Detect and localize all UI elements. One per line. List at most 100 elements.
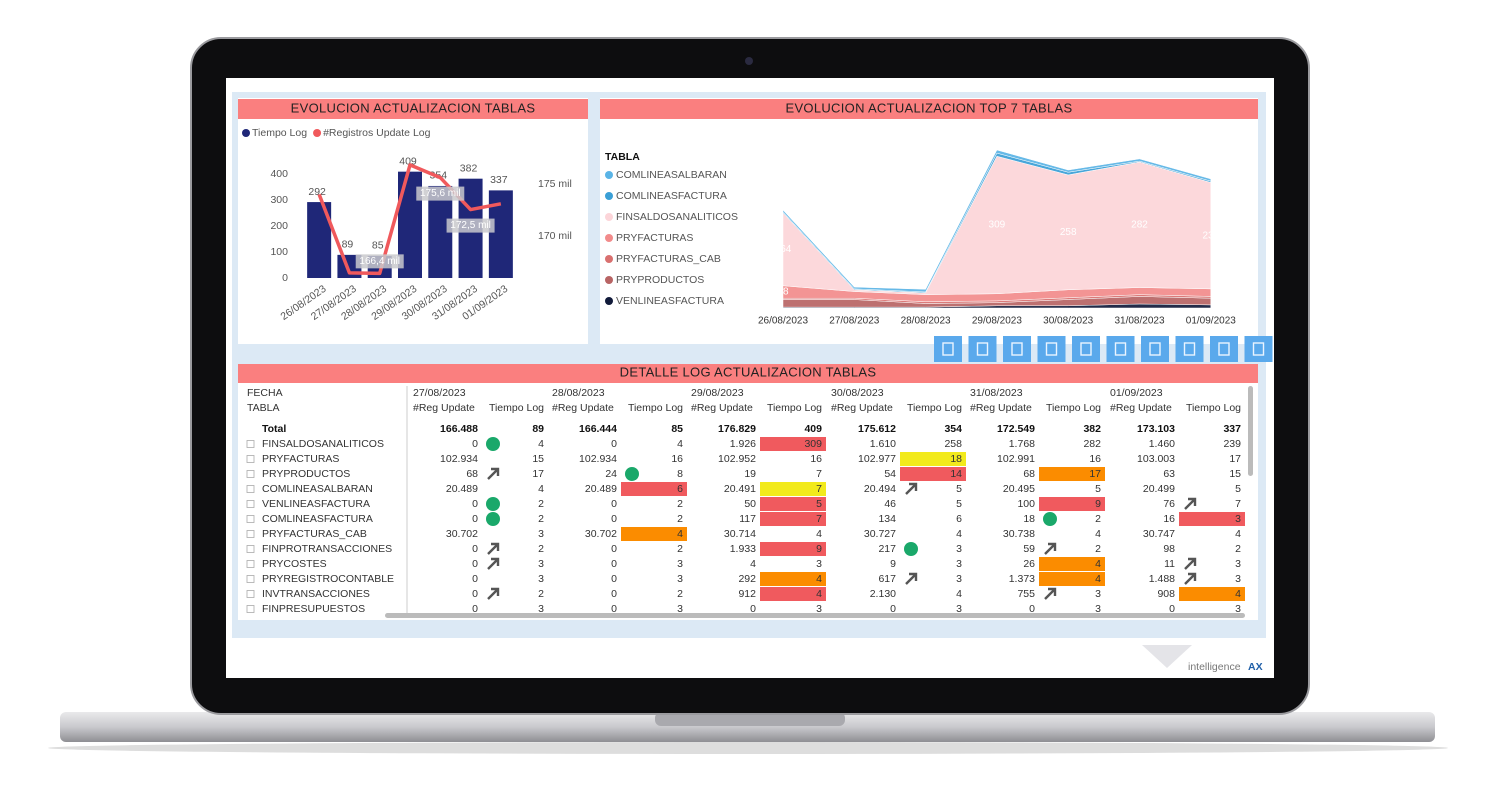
trend-icon: [1184, 497, 1197, 510]
cell: 68: [466, 468, 478, 480]
expand-toggle[interactable]: [246, 545, 255, 553]
trend-icon: [487, 557, 500, 570]
row-name: FINSALDOSANALITICOS: [262, 438, 384, 450]
cell: 9: [1095, 498, 1101, 510]
toolbar-button[interactable]: [1175, 336, 1204, 362]
cell: 1.768: [1009, 438, 1035, 450]
row-name: PRYPRODUCTOS: [262, 468, 350, 480]
cell: 59: [1023, 543, 1035, 555]
cell: 5: [1235, 483, 1241, 495]
toolbar-button[interactable]: [1244, 336, 1273, 362]
cell-highlight: [1039, 467, 1105, 481]
trend-icon: [905, 482, 918, 495]
expand-toggle[interactable]: [246, 515, 255, 523]
cell: 4: [1095, 528, 1101, 540]
cell: 19: [744, 468, 756, 480]
cell: 30.714: [724, 528, 756, 540]
bar: [488, 190, 513, 278]
toolbar-button[interactable]: [1003, 336, 1031, 362]
y-tick-label: 0: [282, 272, 288, 284]
date-header: 01/09/2023: [1110, 387, 1163, 399]
cell: 337: [1223, 423, 1241, 435]
legend-marker: [605, 255, 613, 263]
toolbar-button[interactable]: [1210, 336, 1238, 362]
cell: 0: [472, 588, 478, 600]
legend-label: COMLINEASFACTURA: [616, 190, 727, 202]
toolbar-button[interactable]: [1037, 336, 1066, 362]
cell: 17: [1089, 468, 1101, 480]
expand-toggle[interactable]: [246, 455, 255, 463]
legend-marker: [605, 276, 613, 284]
date-header: 30/08/2023: [831, 387, 884, 399]
data-label: 89: [342, 239, 354, 251]
expand-toggle[interactable]: [246, 470, 255, 478]
cell: 258: [944, 438, 962, 450]
cell-highlight: [621, 482, 687, 496]
cell: 4: [816, 528, 822, 540]
measure-header: Tiempo Log: [628, 402, 683, 414]
data-label: 382: [460, 162, 478, 174]
cell-highlight: [760, 437, 826, 451]
vertical-scrollbar[interactable]: [1248, 386, 1253, 476]
horizontal-scrollbar[interactable]: [385, 613, 1245, 618]
cell-highlight: [621, 527, 687, 541]
measure-header: #Reg Update: [413, 402, 475, 414]
y-tick-label: 400: [270, 168, 288, 180]
cell: 617: [878, 573, 896, 585]
cell: 16: [1089, 453, 1101, 465]
measure-header: Tiempo Log: [767, 402, 822, 414]
y-tick-label: 100: [270, 246, 288, 258]
value-label-box: [416, 186, 465, 201]
cell: 20.495: [1003, 483, 1035, 495]
title-bar: [238, 364, 1258, 383]
trend-icon: [1184, 572, 1197, 585]
row-name: INVTRANSACCIONES: [262, 588, 370, 600]
cell: 3: [1095, 588, 1101, 600]
cell: 175.612: [858, 423, 896, 435]
toolbar-glyph: [1080, 342, 1092, 356]
row-name: PRYFACTURAS: [262, 453, 339, 465]
expand-toggle[interactable]: [246, 590, 255, 598]
cell: 18: [950, 453, 962, 465]
row-name: FINPRESUPUESTOS: [262, 603, 365, 615]
legend-marker: [605, 234, 613, 242]
cell: 755: [1017, 588, 1035, 600]
data-label: 282: [1131, 219, 1148, 230]
expand-toggle[interactable]: [246, 440, 255, 448]
expand-toggle[interactable]: [246, 575, 255, 583]
cell: 2: [677, 498, 683, 510]
cell: 3: [1235, 603, 1241, 615]
expand-toggle[interactable]: [246, 485, 255, 493]
expand-toggle[interactable]: [246, 530, 255, 538]
toolbar-button[interactable]: [1141, 336, 1169, 362]
cell: 102.934: [440, 453, 478, 465]
toolbar-glyph: [1045, 342, 1058, 356]
brand-logo: intelligence AX: [1142, 645, 1263, 673]
row-name: PRYREGISTROCONTABLE: [262, 573, 394, 585]
expand-toggle[interactable]: [246, 605, 255, 613]
y-tick-label: 200: [270, 220, 288, 232]
expand-toggle[interactable]: [246, 560, 255, 568]
legend-label: Tiempo Log: [252, 127, 307, 139]
value-label-box: [446, 218, 495, 233]
cell: 4: [538, 438, 544, 450]
cell: 8: [677, 468, 683, 480]
toolbar-button[interactable]: [1106, 336, 1135, 362]
expand-toggle[interactable]: [246, 500, 255, 508]
toolbar-button[interactable]: [934, 336, 962, 362]
cell: 102.934: [579, 453, 617, 465]
data-label: 166,4 mil: [359, 256, 400, 267]
row-name: PRYFACTURAS_CAB: [262, 528, 367, 540]
cell: 1.610: [870, 438, 896, 450]
toolbar-button[interactable]: [968, 336, 997, 362]
cell: 1.373: [1009, 573, 1035, 585]
toolbar-button[interactable]: [1072, 336, 1100, 362]
cell: 173.103: [1137, 423, 1175, 435]
cell: 4: [1095, 573, 1101, 585]
cell: 9: [890, 558, 896, 570]
legend-marker: [605, 213, 613, 221]
x-tick-label: 30/08/2023: [1043, 316, 1093, 327]
measure-header: #Reg Update: [552, 402, 614, 414]
